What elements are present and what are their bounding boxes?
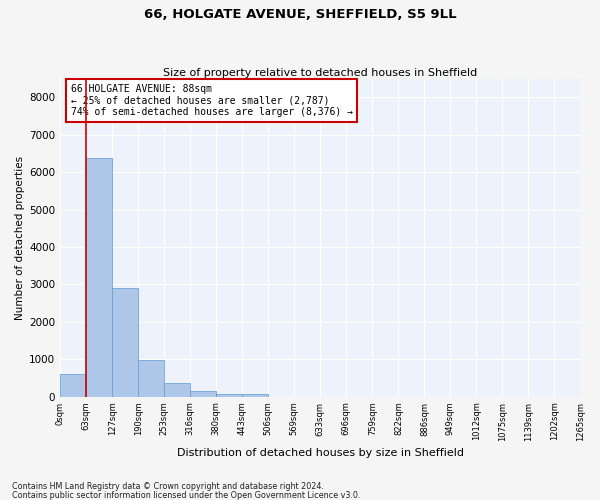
- Bar: [164, 383, 190, 396]
- Bar: [86, 158, 112, 396]
- Y-axis label: Number of detached properties: Number of detached properties: [15, 156, 25, 320]
- Bar: [216, 394, 242, 396]
- Text: Contains public sector information licensed under the Open Government Licence v3: Contains public sector information licen…: [12, 490, 361, 500]
- Bar: [60, 374, 86, 396]
- Title: Size of property relative to detached houses in Sheffield: Size of property relative to detached ho…: [163, 68, 478, 78]
- Bar: [112, 288, 138, 397]
- Text: 66 HOLGATE AVENUE: 88sqm
← 25% of detached houses are smaller (2,787)
74% of sem: 66 HOLGATE AVENUE: 88sqm ← 25% of detach…: [71, 84, 353, 116]
- Bar: [190, 390, 216, 396]
- Text: 66, HOLGATE AVENUE, SHEFFIELD, S5 9LL: 66, HOLGATE AVENUE, SHEFFIELD, S5 9LL: [143, 8, 457, 20]
- Text: Contains HM Land Registry data © Crown copyright and database right 2024.: Contains HM Land Registry data © Crown c…: [12, 482, 324, 491]
- Bar: [138, 360, 164, 397]
- X-axis label: Distribution of detached houses by size in Sheffield: Distribution of detached houses by size …: [177, 448, 464, 458]
- Bar: [242, 394, 268, 396]
